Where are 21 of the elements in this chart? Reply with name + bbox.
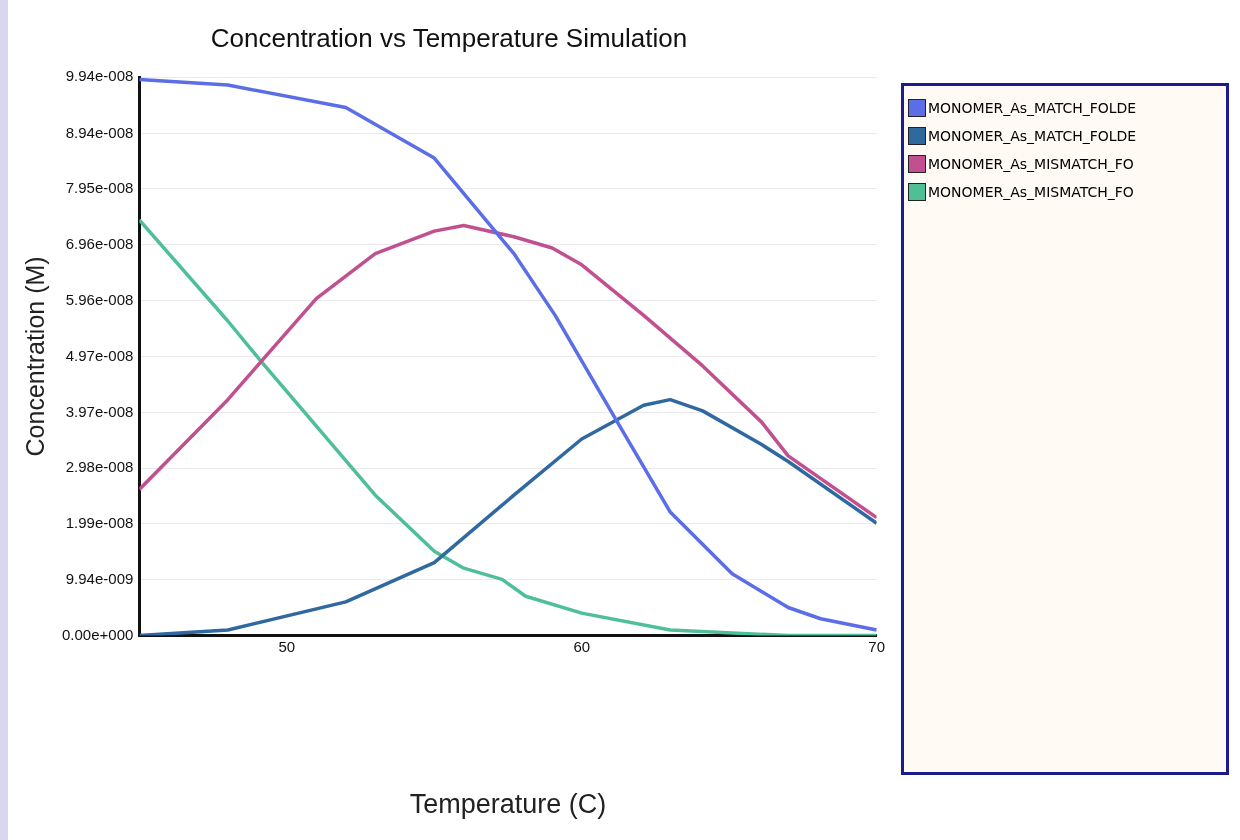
y-tick-label: 2.98e-008: [65, 458, 134, 476]
x-tick-label: 50: [278, 637, 296, 655]
chart-title: Concentration vs Temperature Simulation: [210, 22, 688, 53]
legend-label: MONOMER_As_MISMATCH_FO: [928, 184, 1134, 200]
x-tick-label: 70: [868, 637, 885, 655]
x-axis-title: Temperature (C): [409, 789, 607, 820]
y-tick-label: 4.97e-008: [65, 346, 134, 364]
y-tick-label: 5.96e-008: [65, 290, 134, 308]
y-tick-label: 1.99e-008: [65, 513, 134, 531]
y-tick-label: 0.00e+000: [62, 625, 134, 643]
y-tick-label: 7.95e-008: [65, 179, 134, 197]
legend-label: MONOMER_As_MATCH_FOLDE: [928, 128, 1137, 144]
y-tick-label: 8.94e-008: [65, 123, 134, 141]
legend-label: MONOMER_As_MISMATCH_FO: [928, 156, 1134, 172]
y-tick-label: 3.97e-008: [65, 402, 134, 420]
x-tick-label: 60: [573, 637, 591, 655]
y-axis-title: Concentration (M): [20, 256, 49, 457]
y-tick-label: 9.94e-008: [65, 67, 134, 85]
y-tick-label: 6.96e-008: [65, 234, 134, 252]
legend-label: MONOMER_As_MATCH_FOLDE: [928, 100, 1137, 116]
y-tick-label: 9.94e-009: [65, 569, 134, 587]
